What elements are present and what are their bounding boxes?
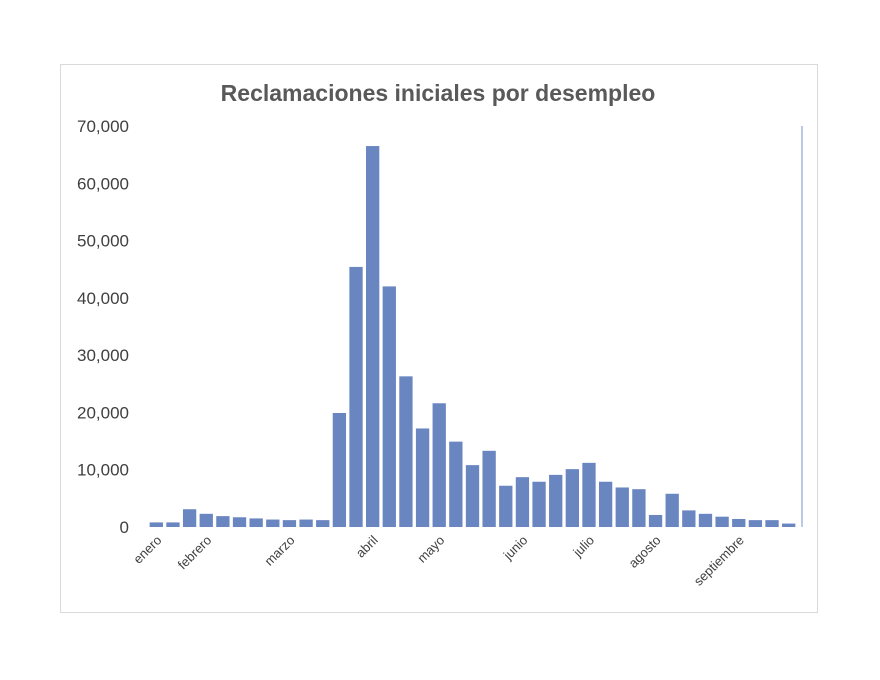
y-tick-label: 40,000 (77, 289, 129, 308)
bar (532, 481, 546, 527)
x-tick-label: agosto (625, 533, 663, 571)
bar (282, 520, 297, 527)
bar (499, 485, 513, 527)
bar (149, 522, 163, 527)
bar (432, 403, 446, 527)
chart-frame: Reclamaciones iniciales por desempleo 0 1… (60, 64, 818, 613)
bar (232, 517, 247, 527)
bar (648, 514, 663, 527)
y-tick-label: 30,000 (77, 346, 129, 365)
bar (465, 465, 480, 527)
bar (449, 441, 463, 527)
chart-svg: Reclamaciones iniciales por desempleo 0 1… (77, 80, 803, 589)
bar (582, 462, 596, 527)
bar (632, 489, 646, 527)
bar (565, 469, 579, 527)
bar (299, 519, 313, 527)
x-tick-label: febrero (175, 533, 215, 573)
bar (715, 516, 729, 527)
bar (748, 520, 763, 527)
bar (399, 376, 413, 527)
bar (249, 518, 263, 527)
y-tick-label: 10,000 (77, 461, 129, 480)
bar (665, 493, 679, 527)
y-tick-label: 70,000 (77, 117, 129, 136)
bar (382, 286, 396, 527)
bar (515, 477, 530, 527)
y-axis-ticks: 0 10,000 20,000 30,000 40,000 50,000 60,000 70,… (77, 117, 129, 537)
bar (549, 474, 563, 527)
x-tick-label: marzo (261, 533, 297, 569)
bar-series (149, 146, 796, 528)
bar (732, 518, 746, 527)
x-tick-label: mayo (414, 533, 447, 566)
bar (366, 146, 380, 528)
chart-title: Reclamaciones iniciales por desempleo (221, 80, 656, 106)
x-tick-label: enero (130, 533, 164, 567)
bar (615, 487, 629, 527)
bar (482, 450, 496, 527)
bar (349, 266, 363, 527)
x-tick-label: julio (569, 533, 597, 561)
bar (682, 510, 696, 527)
bar (266, 519, 280, 527)
bar (166, 522, 180, 527)
bar (316, 520, 330, 527)
x-axis-ticks: enero febrero marzo abril mayo junio julio agos… (130, 532, 747, 588)
bar (199, 513, 213, 527)
bar (698, 513, 713, 527)
y-tick-label: 50,000 (77, 232, 129, 251)
bar (415, 428, 430, 527)
bar (216, 516, 230, 527)
bar (182, 509, 197, 527)
x-tick-label: septiembre (691, 533, 747, 589)
y-tick-label: 20,000 (77, 403, 129, 422)
x-tick-label: junio (500, 533, 531, 564)
bar (765, 520, 779, 527)
y-tick-label: 60,000 (77, 174, 129, 193)
bar (598, 481, 613, 527)
bar (332, 413, 347, 527)
bar (782, 523, 796, 527)
x-tick-label: abril (353, 532, 381, 560)
y-tick-label: 0 (120, 518, 129, 537)
